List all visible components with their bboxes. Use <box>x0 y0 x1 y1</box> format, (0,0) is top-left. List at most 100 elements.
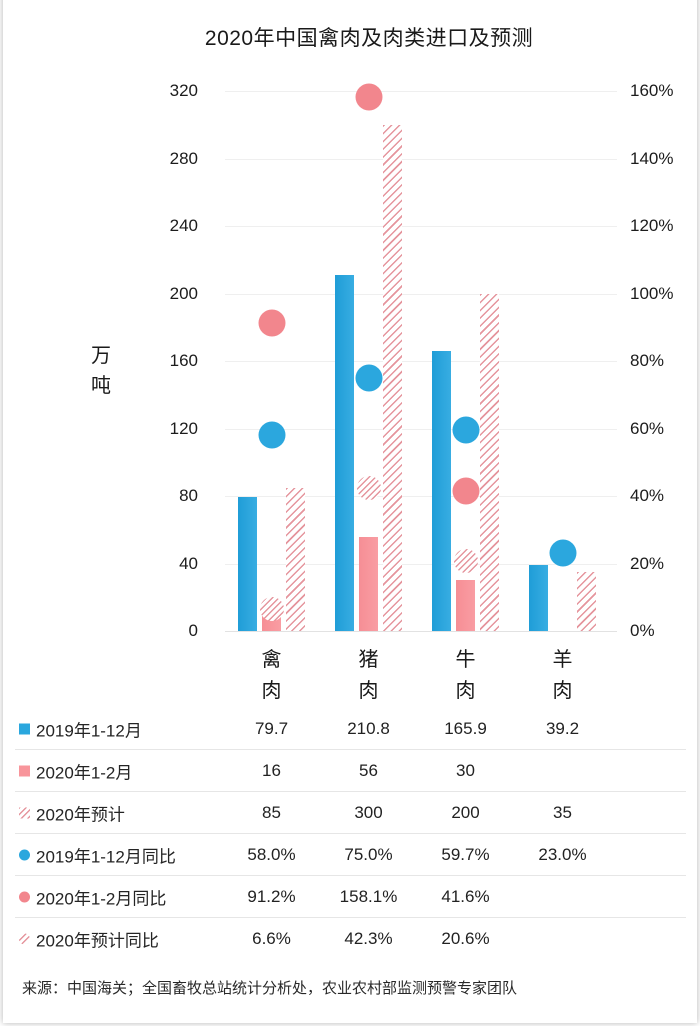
source-note: 来源：中国海关；全国畜牧总站统计分析处，农业农村部监测预警专家团队 <box>22 980 518 997</box>
bar-forecast-2020-1 <box>383 124 402 631</box>
marker-yoy-2020-jan-feb-0 <box>258 309 285 337</box>
marker-yoy-forecast-2020-2 <box>453 549 478 574</box>
gridline-280 <box>225 158 617 160</box>
data-table: 2019年1-12月 79.7 210.8 165.9 39.2 2020年1-2月 16 5… <box>15 708 686 960</box>
left-tick-0: 0 <box>188 621 198 640</box>
gridline-0 <box>225 631 617 632</box>
gridline-320 <box>225 91 617 92</box>
value-forecast-2020-col0: 85 <box>262 802 281 822</box>
category-char: 肉 <box>455 680 476 702</box>
right-tick-40%: 40% <box>630 486 665 505</box>
value-imports-2020-jan-feb-col0: 16 <box>262 760 281 780</box>
right-tick-160%: 160% <box>630 81 674 100</box>
marker-yoy-2019-2 <box>452 416 479 443</box>
legend-marker-dot-pink <box>19 891 30 902</box>
gridline-120 <box>225 428 617 430</box>
value-imports-2019-col2: 165.9 <box>444 718 487 738</box>
marker-yoy-2020-jan-feb-2 <box>452 477 479 505</box>
value-forecast-2020-col3: 35 <box>553 802 572 822</box>
value-yoy-2019-col0: 58.0% <box>247 844 296 864</box>
table-row-yoy-2020-jan-feb: 2020年1-2月同比 91.2% 158.1% 41.6% <box>15 876 686 918</box>
left-tick-160: 160 <box>169 351 198 370</box>
category-char: 肉 <box>358 680 379 702</box>
value-imports-2020-jan-feb-col1: 56 <box>359 760 378 780</box>
gridline-160 <box>225 361 617 362</box>
chart-title: 2020年中国禽肉及肉类进口及预测 <box>204 27 534 50</box>
right-tick-100%: 100% <box>630 283 674 303</box>
category-label-1: 猪肉 <box>347 645 391 707</box>
bar-forecast-2020-0 <box>286 487 305 631</box>
gridline-80 <box>225 496 617 497</box>
value-yoy-2020-jan-feb-col0: 91.2% <box>247 886 296 906</box>
category-label-0: 禽肉 <box>250 645 294 707</box>
right-tick-80%: 80% <box>630 351 665 370</box>
left-tick-40: 40 <box>179 553 198 573</box>
left-tick-120: 120 <box>169 418 198 438</box>
category-char: 禽 <box>261 649 282 671</box>
table-row-imports-2020-jan-feb: 2020年1-2月 16 56 30 <box>15 750 686 792</box>
right-tick-20%: 20% <box>630 553 665 573</box>
marker-yoy-forecast-2020-0 <box>259 596 284 621</box>
left-tick-200: 200 <box>169 283 198 303</box>
value-forecast-2020-col1: 300 <box>354 802 383 822</box>
left-tick-320: 320 <box>169 81 198 100</box>
category-char: 猪 <box>358 649 379 671</box>
legend-label-yoy-2020-jan-feb: 2020年1-2月同比 <box>36 889 167 908</box>
category-char: 肉 <box>261 680 282 702</box>
gridline-40 <box>225 563 617 565</box>
category-char: 牛 <box>455 649 476 671</box>
left-tick-80: 80 <box>179 486 198 505</box>
value-yoy-2019-col1: 75.0% <box>344 844 393 864</box>
category-label-2: 牛肉 <box>444 645 488 707</box>
left-tick-280: 280 <box>169 148 198 168</box>
legend-label-forecast-2020: 2020年预计 <box>36 805 125 824</box>
right-tick-0%: 0% <box>630 621 655 640</box>
bar-imports-2019-2 <box>432 351 451 631</box>
legend-label-imports-2019: 2019年1-12月 <box>36 721 142 740</box>
value-yoy-2019-col2: 59.7% <box>441 844 490 864</box>
value-forecast-2020-col2: 200 <box>451 802 480 822</box>
bar-forecast-2020-2 <box>480 293 499 631</box>
bar-forecast-2020-3 <box>577 571 596 631</box>
left-axis-title: 万吨 <box>80 341 122 401</box>
category-char: 肉 <box>552 680 573 702</box>
legend-label-imports-2020-jan-feb: 2020年1-2月 <box>36 763 133 782</box>
legend-marker-square-pink <box>19 765 30 776</box>
value-yoy-2020-jan-feb-col2: 41.6% <box>441 886 490 906</box>
marker-yoy-2019-0 <box>258 421 285 449</box>
marker-yoy-2020-jan-feb-1 <box>355 83 382 111</box>
table-row-imports-2019: 2019年1-12月 79.7 210.8 165.9 39.2 <box>15 708 686 750</box>
gridline-200 <box>225 293 617 295</box>
legend-marker-square-blue <box>19 723 30 734</box>
legend-label-yoy-2019: 2019年1-12月同比 <box>36 847 176 866</box>
value-imports-2019-col1: 210.8 <box>347 718 390 738</box>
value-imports-2019-col0: 79.7 <box>254 718 289 738</box>
value-yoy-forecast-2020-col2: 20.6% <box>441 929 490 948</box>
table-row-yoy-2019: 2019年1-12月同比 58.0% 75.0% 59.7% 23.0% <box>15 834 686 876</box>
value-imports-2019-col3: 39.2 <box>545 718 580 738</box>
bar-imports-2019-0 <box>238 496 257 631</box>
legend-marker-dot-blue <box>19 849 30 860</box>
value-yoy-2020-jan-feb-col1: 158.1% <box>339 886 398 906</box>
bar-imports-2020-jan-feb-2 <box>456 580 475 631</box>
left-axis-title-char: 万 <box>91 345 111 367</box>
marker-yoy-forecast-2020-1 <box>356 476 381 501</box>
left-axis-title-char: 吨 <box>91 375 111 397</box>
legend-marker-dot-hatched <box>19 933 30 945</box>
bar-imports-2019-1 <box>335 275 354 631</box>
value-yoy-2019-col3: 23.0% <box>538 844 587 864</box>
bar-imports-2020-jan-feb-1 <box>359 536 378 631</box>
right-tick-140%: 140% <box>630 148 674 168</box>
marker-yoy-2019-3 <box>549 539 576 567</box>
value-yoy-forecast-2020-col0: 6.6% <box>252 929 291 948</box>
legend-label-yoy-forecast-2020: 2020年预计同比 <box>36 931 159 951</box>
table-row-yoy-forecast-2020: 2020年预计同比 6.6% 42.3% 20.6% <box>15 918 686 960</box>
category-char: 羊 <box>552 649 573 671</box>
value-imports-2020-jan-feb-col2: 30 <box>456 760 475 780</box>
bar-imports-2019-3 <box>529 564 548 631</box>
right-tick-60%: 60% <box>630 418 665 438</box>
left-tick-240: 240 <box>169 216 198 235</box>
table-row-forecast-2020: 2020年预计 85 300 200 35 <box>15 792 686 834</box>
category-label-3: 羊肉 <box>541 645 585 707</box>
